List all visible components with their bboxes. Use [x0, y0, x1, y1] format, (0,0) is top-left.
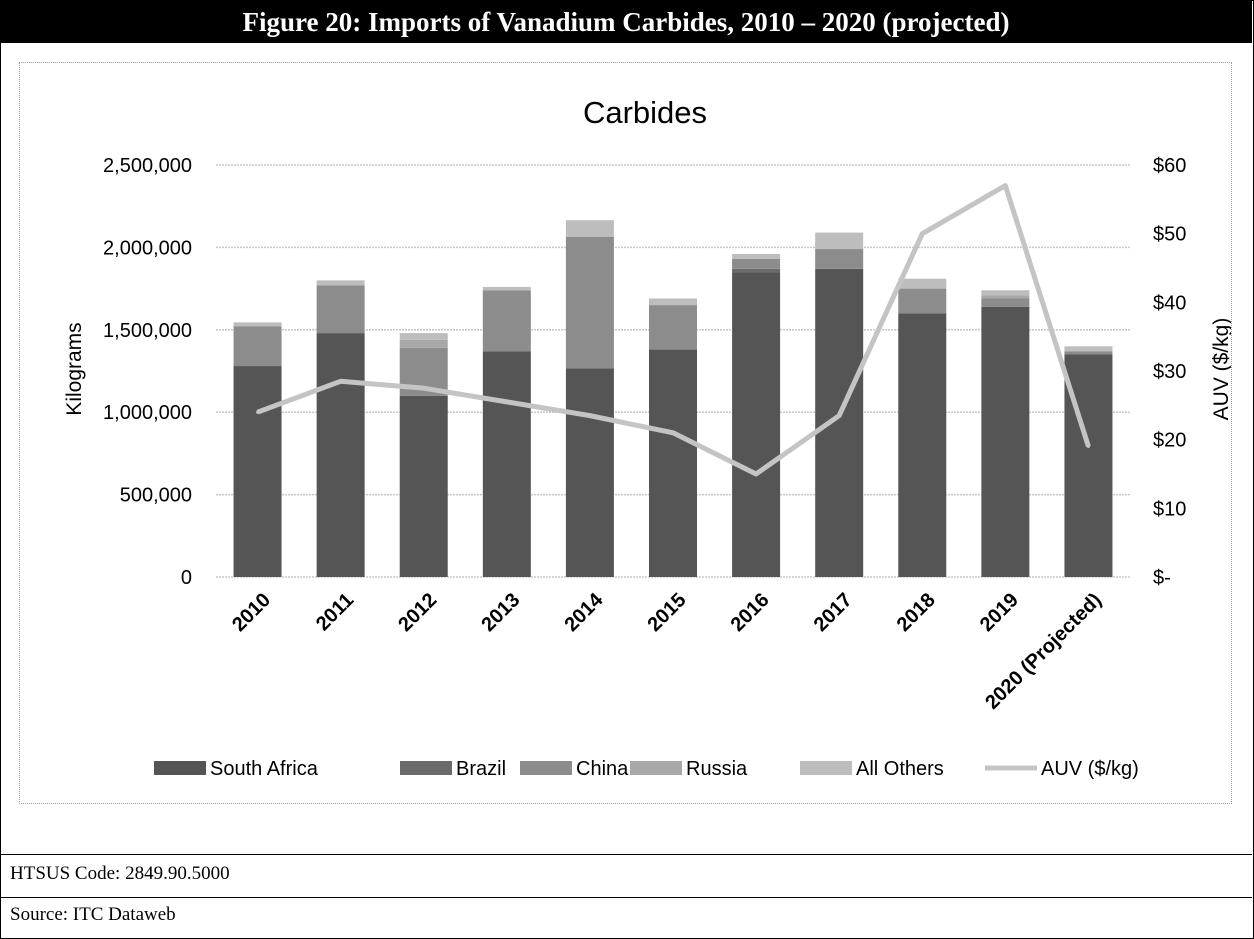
x-tick-label: 2015	[644, 589, 691, 636]
bar-segment-all-others	[399, 333, 448, 340]
bar-segment-south-africa	[565, 368, 614, 577]
bar-segment-all-others	[649, 298, 697, 306]
bar-segment-china	[482, 290, 531, 352]
y-tick-label: 1,500,000	[103, 320, 192, 342]
legend-label: China	[576, 758, 629, 780]
auv-point	[754, 472, 758, 476]
auv-point	[422, 386, 426, 390]
y-tick-label: 2,500,000	[103, 155, 192, 177]
bar-segment-south-africa	[233, 366, 282, 577]
y2-axis-label: AUV ($/kg)	[1210, 318, 1231, 421]
y-axis-ticks: 0 500,000 1,000,000 1,500,000 2,000,000 2,500…	[103, 155, 192, 589]
bar-segment-brazil	[732, 268, 781, 273]
chart-title: Carbides	[583, 95, 707, 130]
y-tick-label: 500,000	[120, 485, 192, 507]
legend-label: South Africa	[210, 758, 319, 780]
bar-segment-all-others	[565, 220, 614, 237]
x-tick-label: 2016	[727, 589, 774, 636]
source-row: Source: ITC Dataweb	[0, 897, 1252, 937]
bar-segment-russia	[981, 295, 1030, 299]
bar-segment-all-others	[898, 278, 947, 289]
bar-segment-china	[233, 326, 282, 367]
y-tick-label: 1,000,000	[103, 402, 192, 424]
bar-segment-south-africa	[732, 272, 781, 577]
auv-point	[837, 414, 841, 418]
bar-segment-china	[565, 236, 614, 369]
legend-label: AUV ($/kg)	[1041, 758, 1139, 780]
x-tick-label: 2013	[477, 589, 524, 636]
bar-segment-china	[649, 305, 697, 350]
legend-label: Russia	[686, 758, 748, 780]
bar-segment-south-africa	[898, 313, 947, 577]
legend-swatch	[154, 761, 206, 775]
y-axis-label: Kilograms	[63, 322, 86, 415]
htsus-code: HTSUS Code: 2849.90.5000	[10, 863, 230, 884]
auv-line	[256, 183, 1091, 477]
source-note: Source: ITC Dataweb	[10, 904, 176, 925]
x-tick-label: 2010	[228, 589, 275, 636]
auv-point	[588, 414, 592, 418]
bar-segment-south-africa	[981, 306, 1030, 577]
bar-segment-south-africa	[815, 268, 864, 577]
x-tick-label: 2017	[810, 589, 857, 636]
auv-point	[1003, 184, 1007, 188]
x-tick-label: 2011	[312, 589, 358, 635]
legend-swatch	[400, 761, 452, 775]
auv-point	[256, 410, 260, 414]
y2-tick-label: $-	[1153, 567, 1171, 589]
auv-point	[1086, 445, 1090, 449]
bar-segment-south-africa	[482, 351, 531, 577]
bar-segment-all-others	[482, 286, 531, 291]
x-tick-label: 2012	[394, 589, 441, 636]
y2-tick-label: $10	[1153, 498, 1186, 520]
htsus-code-row: HTSUS Code: 2849.90.5000	[0, 854, 1252, 897]
legend-swatch	[520, 761, 572, 775]
x-tick-label: 2018	[893, 589, 940, 636]
y-tick-label: 0	[181, 567, 192, 589]
y2-axis-ticks: $- $10 $20 $30 $40 $50 $60	[1153, 155, 1186, 589]
legend-label: Brazil	[456, 758, 506, 780]
x-tick-label: 2019	[976, 589, 1023, 636]
y-tick-label: 2,000,000	[103, 237, 192, 259]
bars	[233, 220, 1113, 577]
y2-tick-label: $60	[1153, 155, 1186, 177]
legend-swatch	[800, 761, 852, 775]
bar-segment-all-others	[732, 253, 781, 259]
auv-point	[671, 431, 675, 435]
bar-segment-south-africa	[316, 333, 365, 577]
auv-point	[505, 400, 509, 404]
bar-segment-all-others	[981, 290, 1030, 296]
bar-segment-south-africa	[649, 349, 697, 577]
y2-tick-label: $20	[1153, 430, 1186, 452]
bar-segment-china	[1064, 351, 1113, 355]
legend: South Africa Brazil China Russia All Others A…	[154, 758, 1139, 780]
bar-segment-all-others	[815, 232, 864, 250]
x-tick-label: 2014	[560, 588, 608, 636]
figure-title: Figure 20: Imports of Vanadium Carbides,…	[0, 0, 1252, 43]
x-axis-ticks: 2010 2011 2012 2013 2014 2015 2016 2017 2018 2019…	[228, 588, 1106, 713]
auv-point	[339, 379, 343, 383]
legend-label: All Others	[856, 758, 944, 780]
bar-segment-china	[316, 285, 365, 334]
y2-tick-label: $40	[1153, 292, 1186, 314]
bar-segment-china	[815, 249, 864, 269]
chart-area: Carbides 0 500,000 1,000,000 1,500,000 2,000…	[19, 62, 1233, 804]
auv-point	[920, 232, 924, 236]
bar-segment-all-others	[233, 322, 282, 327]
bar-segment-china	[732, 258, 781, 269]
y2-tick-label: $30	[1153, 361, 1186, 383]
bar-segment-china	[898, 288, 947, 314]
bar-segment-russia	[399, 339, 448, 348]
carbides-chart: Carbides 0 500,000 1,000,000 1,500,000 2,000…	[63, 95, 1233, 780]
bar-segment-all-others	[1064, 346, 1113, 352]
bar-segment-china	[981, 298, 1030, 307]
legend-swatch	[630, 761, 682, 775]
bar-segment-south-africa	[399, 395, 448, 577]
bar-segment-all-others	[316, 280, 365, 286]
y2-tick-label: $50	[1153, 224, 1186, 246]
